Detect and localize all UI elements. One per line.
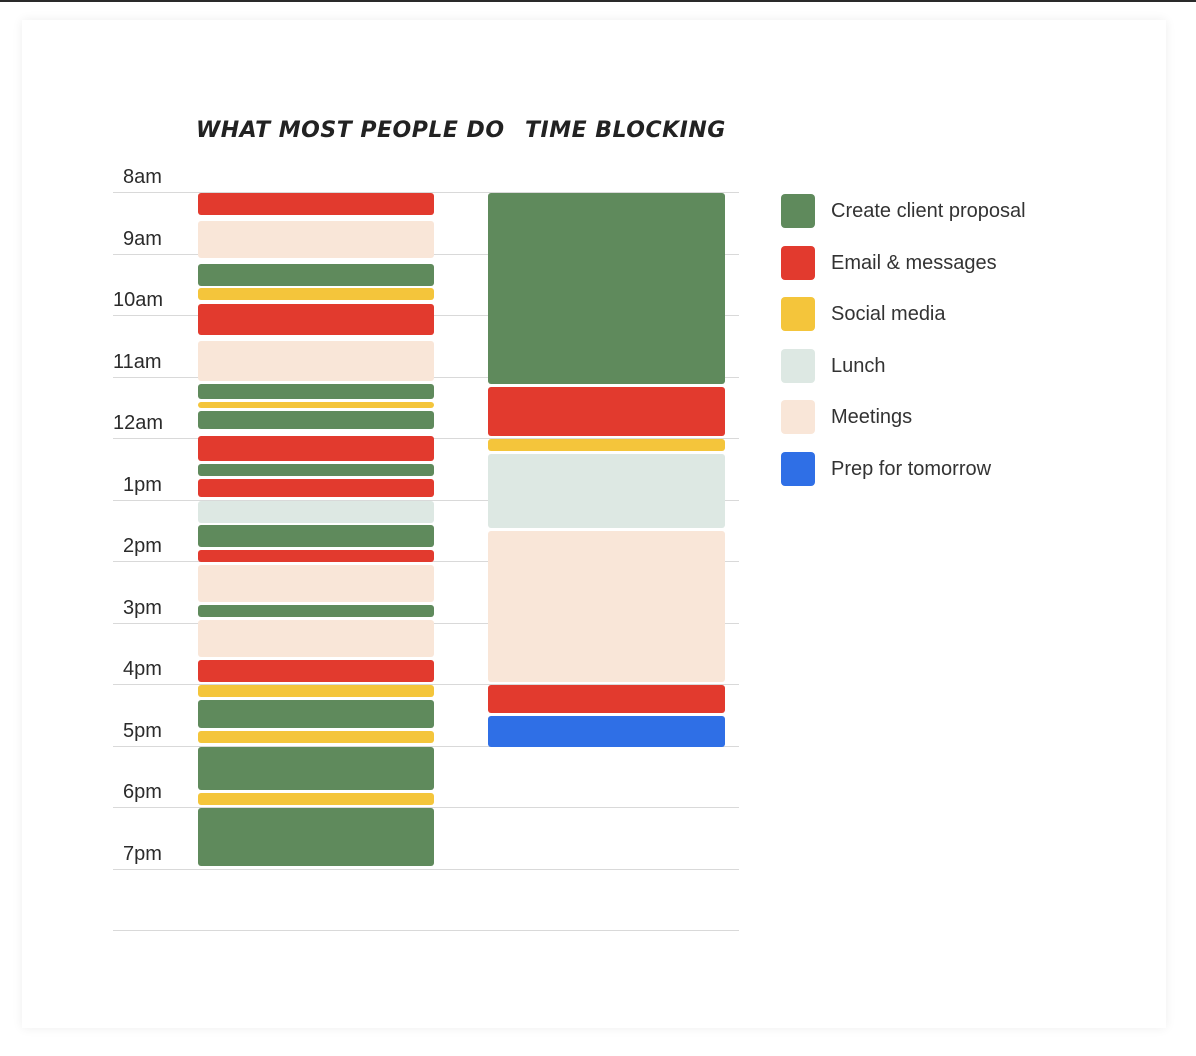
left-column-title: WHAT MOST PEOPLE DO [196,118,505,143]
hour-label: 8am [123,166,162,188]
hour-gridline [113,807,739,808]
typical-block-create-client-proposal [198,411,434,429]
typical-block-meetings [198,620,434,657]
typical-block-email-messages [198,304,434,335]
legend-label: Lunch [831,354,886,377]
hour-label: 5pm [123,720,162,742]
hour-label: 10am [113,289,164,311]
typical-block-email-messages [198,550,434,562]
typical-block-create-client-proposal [198,264,434,286]
hour-label: 12am [113,412,164,434]
typical-block-email-messages [198,479,434,497]
typical-block-email-messages [198,660,434,682]
timeblock-block-meetings [488,531,725,682]
top-border [0,0,1196,2]
legend-label: Create client proposal [831,200,1026,222]
legend-swatch [781,400,815,434]
typical-block-create-client-proposal [198,525,434,547]
typical-block-meetings [198,221,434,258]
hour-gridline [113,746,739,747]
timeblock-block-prep-for-tomorrow [488,716,725,747]
hour-gridline [113,684,739,685]
hour-label: 6pm [123,781,162,803]
legend-swatch [781,245,815,280]
typical-block-create-client-proposal [198,747,434,790]
legend-swatch [781,194,815,228]
legend-label: Prep for tomorrow [831,457,992,480]
legend-label: Social media [831,303,946,325]
typical-block-create-client-proposal [198,808,434,866]
typical-block-social-media [198,402,434,408]
typical-block-create-client-proposal [198,464,434,476]
legend-label: Meetings [831,406,913,428]
legend-swatch [781,451,815,486]
legend-swatch [781,348,815,383]
typical-block-email-messages [198,193,434,215]
typical-block-social-media [198,793,434,805]
legend-swatch [781,297,815,331]
hour-gridline [113,192,739,193]
typical-block-meetings [198,341,434,381]
hour-label: 7pm [123,843,162,865]
hour-label: 11am [113,351,162,373]
right-column-title: TIME BLOCKING [525,118,726,143]
timeblock-block-create-client-proposal [488,193,725,384]
timeblock-block-email-messages [488,685,725,713]
hour-label: 9am [123,228,162,250]
typical-block-email-messages [198,436,434,461]
hour-gridline [113,500,739,501]
hour-gridline [113,930,739,931]
typical-block-lunch [198,501,434,523]
typical-block-social-media [198,288,434,300]
hour-label: 2pm [123,535,162,557]
timeblock-block-email-messages [488,387,725,436]
hour-label: 4pm [123,658,162,680]
typical-block-meetings [198,565,434,602]
hour-gridline [113,869,739,870]
timeblock-block-lunch [488,454,725,528]
legend-label: Email & messages [831,251,997,274]
typical-block-create-client-proposal [198,700,434,728]
typical-block-social-media [198,731,434,743]
hour-label: 1pm [123,474,162,496]
typical-block-social-media [198,685,434,697]
hour-label: 3pm [123,597,162,619]
typical-block-create-client-proposal [198,384,434,399]
timeblock-block-social-media [488,439,725,451]
typical-block-create-client-proposal [198,605,434,617]
